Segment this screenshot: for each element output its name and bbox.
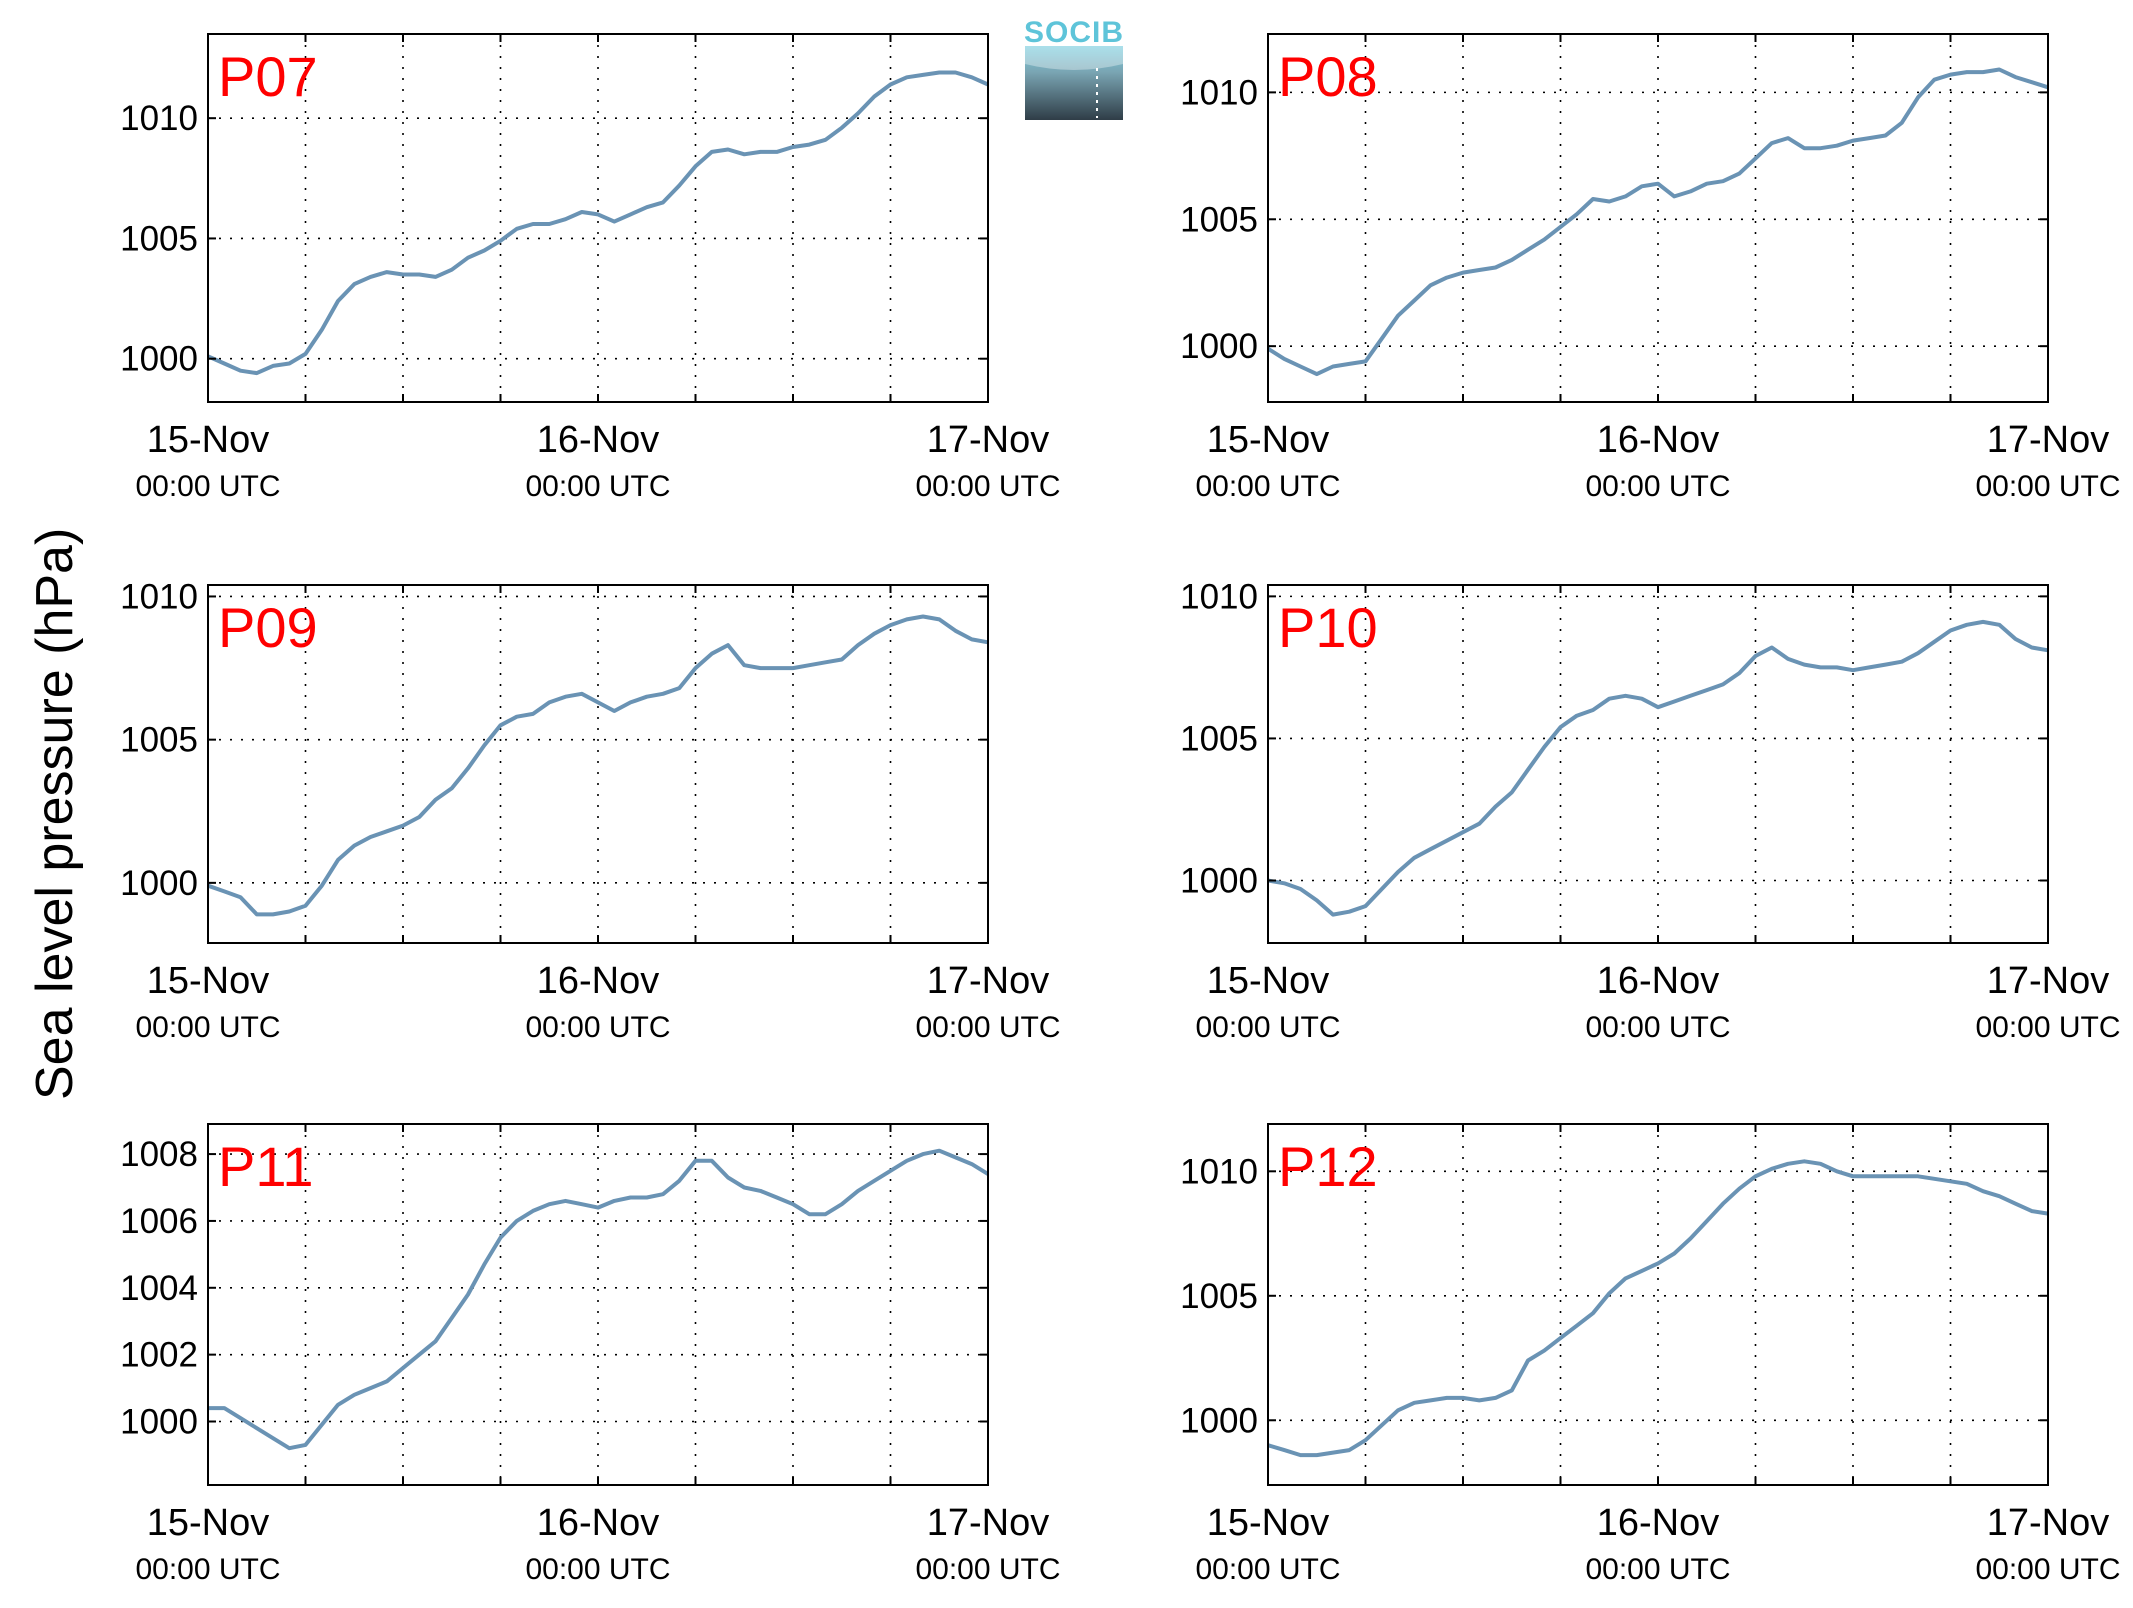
x-tick-label: 15-Nov <box>147 960 270 1002</box>
x-tick-sublabel: 00:00 UTC <box>135 1011 280 1044</box>
x-tick-label: 17-Nov <box>927 1502 1050 1544</box>
x-tick-sublabel: 00:00 UTC <box>525 1553 670 1586</box>
x-tick-label: 17-Nov <box>1987 1502 2110 1544</box>
x-tick-sublabel: 00:00 UTC <box>915 1553 1060 1586</box>
logo-wave <box>1025 46 1123 70</box>
y-tick-label: 1010 <box>120 577 198 616</box>
y-axis-label: Sea level pressure (hPa) <box>26 528 84 1100</box>
x-tick-sublabel: 00:00 UTC <box>525 1011 670 1044</box>
x-tick-sublabel: 00:00 UTC <box>1195 1553 1340 1586</box>
x-tick-sublabel: 00:00 UTC <box>915 1011 1060 1044</box>
y-tick-label: 1002 <box>120 1336 198 1375</box>
y-tick-label: 1000 <box>120 1402 198 1441</box>
x-tick-sublabel: 00:00 UTC <box>135 1553 280 1586</box>
series-line <box>1267 619 2049 917</box>
panel-label: P12 <box>1278 1135 1378 1198</box>
logo-block <box>1025 46 1123 120</box>
panel-label: P11 <box>218 1135 313 1198</box>
x-tick-label: 16-Nov <box>1597 1502 1720 1544</box>
y-tick-label: 1010 <box>1180 73 1258 112</box>
x-tick-label: 17-Nov <box>927 419 1050 461</box>
y-tick-label: 1010 <box>1180 577 1258 616</box>
x-tick-sublabel: 00:00 UTC <box>1585 1553 1730 1586</box>
y-tick-label: 1010 <box>1180 1152 1258 1191</box>
x-tick-label: 17-Nov <box>927 960 1050 1002</box>
x-tick-sublabel: 00:00 UTC <box>135 470 280 503</box>
panel-label: P08 <box>1278 45 1378 108</box>
series-line <box>1267 1159 2049 1458</box>
panel-p08: 1000 1005 1010 15-Nov 00:00 UTC 16-Nov 00:00 U… <box>1180 33 2121 503</box>
y-tick-label: 1006 <box>120 1202 198 1241</box>
x-tick-sublabel: 00:00 UTC <box>1975 470 2120 503</box>
series-line <box>207 70 989 376</box>
panel-p09: 1000 1005 1010 15-Nov 00:00 UTC 16-Nov 00:00 U… <box>120 577 1060 1044</box>
x-tick-label: 15-Nov <box>147 419 270 461</box>
x-tick-label: 17-Nov <box>1987 960 2110 1002</box>
x-tick-label: 15-Nov <box>1207 419 1330 461</box>
x-tick-label: 16-Nov <box>1597 960 1720 1002</box>
x-tick-sublabel: 00:00 UTC <box>1585 470 1730 503</box>
series-line <box>207 614 989 917</box>
logo-text: SOCIB <box>1024 16 1124 49</box>
y-tick-label: 1004 <box>120 1269 198 1308</box>
y-tick-label: 1000 <box>120 864 198 903</box>
x-tick-label: 15-Nov <box>147 1502 270 1544</box>
y-tick-label: 1000 <box>1180 327 1258 366</box>
y-tick-label: 1005 <box>1180 200 1258 239</box>
panel-p12: 1000 1005 1010 15-Nov 00:00 UTC 16-Nov 00:00 U… <box>1180 1123 2121 1586</box>
x-tick-label: 15-Nov <box>1207 1502 1330 1544</box>
panel-label: P07 <box>218 45 318 108</box>
y-tick-label: 1000 <box>1180 861 1258 900</box>
panel-p10: 1000 1005 1010 15-Nov 00:00 UTC 16-Nov 00:00 U… <box>1180 577 2120 1044</box>
x-tick-label: 16-Nov <box>537 419 660 461</box>
series-line <box>208 1148 990 1451</box>
y-tick-label: 1008 <box>120 1135 198 1174</box>
panel-label: P09 <box>218 596 318 659</box>
x-tick-label: 15-Nov <box>1207 960 1330 1002</box>
x-tick-label: 16-Nov <box>537 960 660 1002</box>
x-tick-sublabel: 00:00 UTC <box>1975 1553 2120 1586</box>
x-tick-sublabel: 00:00 UTC <box>1195 1011 1340 1044</box>
x-tick-sublabel: 00:00 UTC <box>915 470 1060 503</box>
x-tick-sublabel: 00:00 UTC <box>1975 1011 2120 1044</box>
x-tick-sublabel: 00:00 UTC <box>525 470 670 503</box>
y-tick-label: 1005 <box>1180 1277 1258 1316</box>
y-tick-label: 1000 <box>1180 1401 1258 1440</box>
x-tick-label: 16-Nov <box>1597 419 1720 461</box>
panel-label: P10 <box>1278 596 1378 659</box>
y-tick-label: 1010 <box>120 99 198 138</box>
socib-logo: SOCIB <box>1024 16 1124 120</box>
y-tick-label: 1005 <box>120 219 198 258</box>
x-tick-sublabel: 00:00 UTC <box>1585 1011 1730 1044</box>
y-tick-label: 1005 <box>120 721 198 760</box>
series-line <box>1266 67 2049 377</box>
y-tick-label: 1005 <box>1180 719 1258 758</box>
x-tick-label: 17-Nov <box>1987 419 2110 461</box>
x-tick-sublabel: 00:00 UTC <box>1195 470 1340 503</box>
panel-p11: 1000 1002 1004 1006 1008 15-Nov 00:00 UTC 16-No… <box>120 1123 1061 1586</box>
y-tick-label: 1000 <box>120 340 198 379</box>
panels-group: 1000 1005 1010 15-Nov 00:00 UTC 16-Nov 00:00 U… <box>120 33 2121 1586</box>
panel-p07: 1000 1005 1010 15-Nov 00:00 UTC 16-Nov 00:00 U… <box>120 33 1061 503</box>
x-tick-label: 16-Nov <box>537 1502 660 1544</box>
